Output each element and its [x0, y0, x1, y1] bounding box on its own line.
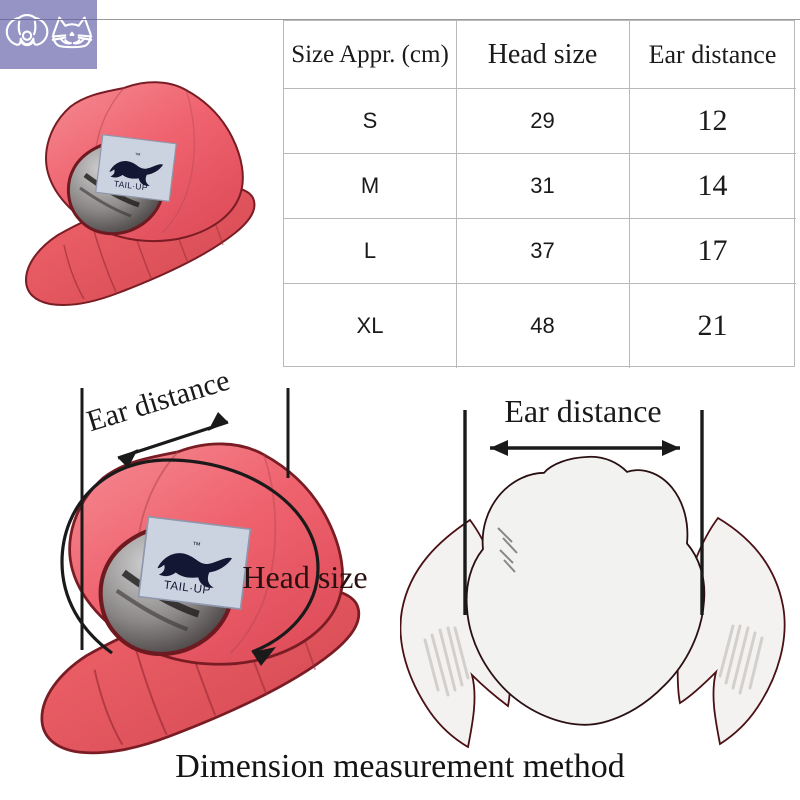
svg-text:Ear distance: Ear distance	[504, 393, 661, 429]
svg-text:Head size: Head size	[242, 559, 367, 595]
